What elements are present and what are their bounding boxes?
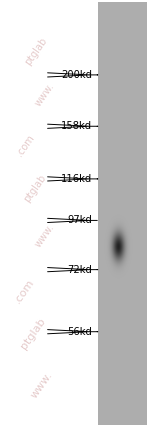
Text: www.: www. (33, 222, 57, 249)
Text: www.: www. (33, 80, 57, 108)
Text: www.: www. (29, 370, 55, 400)
Text: .com: .com (15, 133, 36, 158)
Text: 97kd: 97kd (67, 215, 92, 226)
Text: ptglab: ptglab (19, 316, 47, 351)
Text: ptglab: ptglab (21, 172, 48, 204)
Text: 158kd: 158kd (61, 121, 92, 131)
Text: ptglab: ptglab (23, 36, 49, 67)
Text: 200kd: 200kd (61, 70, 92, 80)
Text: .com: .com (12, 277, 36, 305)
Text: 56kd: 56kd (67, 327, 92, 337)
Text: 116kd: 116kd (61, 174, 92, 184)
Text: 72kd: 72kd (67, 265, 92, 275)
